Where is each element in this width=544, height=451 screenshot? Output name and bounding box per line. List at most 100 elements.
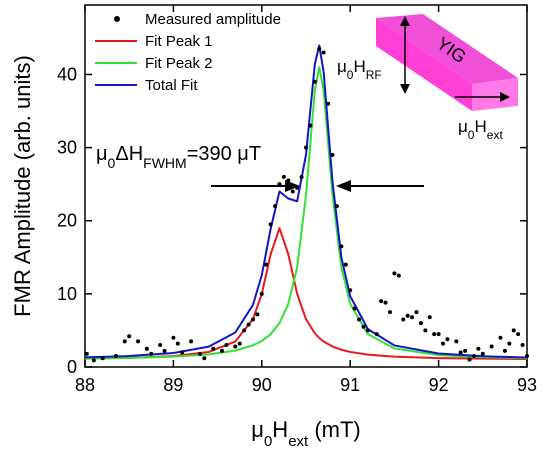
fit-line — [84, 66, 528, 360]
data-point — [374, 332, 379, 337]
data-point — [410, 315, 415, 320]
data-point — [224, 343, 229, 348]
data-point — [264, 262, 269, 267]
x-axis-label-part: 0 — [264, 433, 272, 447]
inset-rf-label-part: RF — [366, 68, 382, 82]
data-point — [197, 351, 202, 356]
legend-marker — [114, 16, 120, 22]
fit-line — [84, 227, 528, 361]
data-point — [237, 341, 242, 346]
data-point — [357, 317, 362, 322]
rf-arrow-head — [400, 84, 410, 94]
data-point — [100, 356, 105, 361]
data-point — [401, 317, 406, 322]
data-point — [502, 348, 507, 353]
legend-label: Measured amplitude — [145, 11, 281, 28]
data-point — [211, 346, 216, 351]
data-point — [273, 204, 278, 209]
data-point — [476, 346, 481, 351]
data-point — [144, 346, 149, 351]
data-point — [326, 101, 331, 106]
data-point — [162, 348, 167, 353]
data-point — [175, 341, 180, 346]
data-point — [295, 185, 300, 190]
data-point — [352, 306, 357, 311]
inset-rf-label-part: 0 — [347, 68, 354, 82]
data-point — [463, 348, 468, 353]
inset-ext-label-part: 0 — [468, 128, 475, 142]
data-point — [436, 332, 441, 337]
annotation-part: ΔH — [115, 143, 143, 165]
data-point — [250, 317, 255, 322]
data-point — [277, 182, 282, 187]
inset-rf-label-part: H — [353, 57, 365, 76]
data-point — [158, 343, 163, 348]
data-point — [304, 145, 308, 150]
ext-arrow-head — [500, 92, 510, 102]
inset-top-face — [376, 14, 518, 84]
inset-rf-label-part: μ — [337, 57, 347, 76]
y-axis-label: FMR Amplitude (arb. units) — [10, 55, 35, 317]
legend-label: Fit Peak 2 — [145, 55, 213, 72]
fwhm-arrow-head — [285, 180, 300, 192]
inset-diagram: YIG — [376, 14, 518, 111]
data-point — [365, 328, 370, 333]
data-point — [317, 46, 322, 51]
data-point — [511, 328, 516, 333]
data-point — [242, 328, 247, 333]
data-point — [299, 174, 304, 179]
x-tick-label: 88 — [75, 375, 95, 395]
data-point — [259, 291, 264, 296]
data-point — [432, 332, 437, 337]
data-point — [387, 310, 392, 315]
data-point — [202, 356, 207, 361]
data-point — [113, 354, 118, 359]
data-point — [343, 262, 348, 267]
inset-side-face — [472, 78, 518, 111]
data-point — [361, 324, 366, 329]
x-axis-label: μ0Hext (mT) — [251, 417, 360, 446]
x-axis-label-part: H — [272, 417, 288, 442]
data-point — [405, 313, 410, 318]
data-point — [471, 354, 476, 359]
legend-label: Total Fit — [145, 77, 198, 94]
y-tick-label: 10 — [57, 284, 77, 304]
annotation-part: μ — [96, 143, 108, 165]
annotation-part: FWHM — [143, 155, 187, 171]
data-point — [149, 351, 154, 356]
data-point — [312, 79, 317, 84]
data-point — [127, 334, 132, 339]
data-point — [330, 152, 335, 157]
data-point — [454, 339, 459, 344]
data-point — [423, 328, 428, 333]
data-point — [246, 322, 251, 327]
data-point — [445, 337, 450, 342]
data-point — [396, 273, 401, 278]
y-tick-label: 20 — [57, 211, 77, 231]
y-tick-label: 0 — [67, 357, 77, 377]
data-point — [525, 354, 529, 359]
data-point — [91, 358, 96, 363]
plot-frame — [84, 4, 528, 368]
data-point — [290, 189, 295, 194]
data-point — [418, 321, 423, 326]
y-tick-label: 40 — [57, 64, 77, 84]
data-point — [414, 310, 419, 315]
data-point — [383, 300, 388, 305]
data-point — [392, 271, 397, 276]
data-point — [498, 335, 503, 340]
inset-rf-label: μ0HRF — [337, 57, 382, 82]
legend-label: Fit Peak 1 — [145, 33, 213, 50]
y-tick-label: 30 — [57, 138, 77, 158]
x-axis-label-part: μ — [251, 417, 264, 442]
data-point — [171, 335, 176, 340]
data-point — [348, 288, 353, 293]
data-point — [286, 178, 291, 183]
inset-ext-label: μ0Hext — [458, 117, 503, 142]
inset-front-face — [376, 18, 472, 111]
data-point — [180, 350, 185, 355]
data-point — [427, 315, 432, 320]
annotation-part: 0 — [108, 155, 116, 171]
inset-ext-label-part: H — [474, 117, 486, 136]
